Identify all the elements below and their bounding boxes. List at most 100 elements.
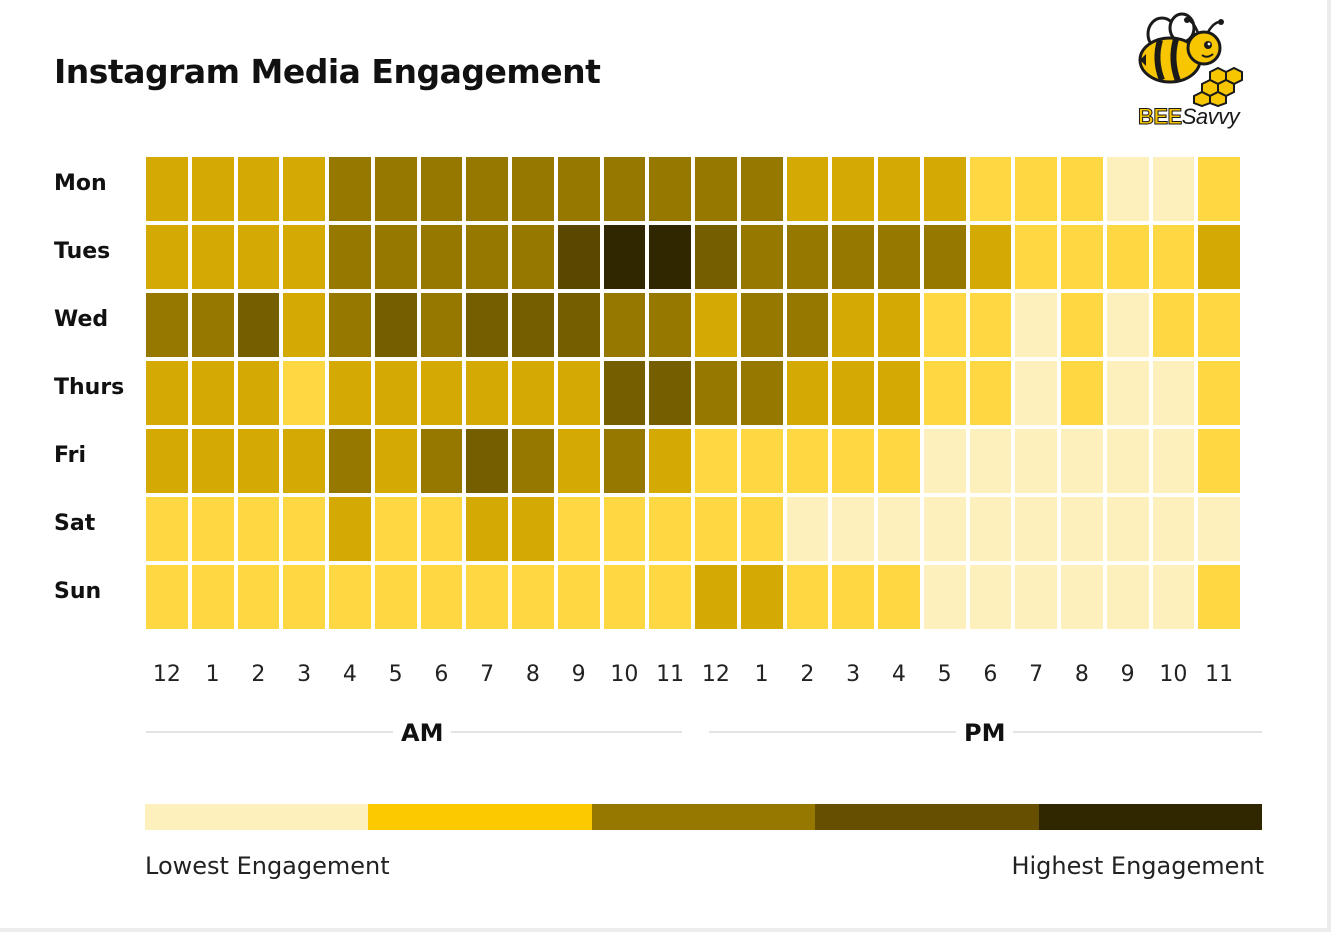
heatmap-cell — [237, 225, 280, 289]
heatmap-cell — [191, 225, 234, 289]
column-label: 11 — [1205, 662, 1234, 687]
heatmap-cell — [557, 157, 600, 221]
heatmap-cell — [557, 429, 600, 493]
heatmap-cell — [1061, 497, 1103, 561]
heatmap-cell — [374, 429, 417, 493]
heatmap-cell — [1152, 225, 1195, 289]
heatmap-cell — [237, 497, 280, 561]
heatmap-cell — [512, 565, 554, 629]
heatmap-cell — [146, 497, 188, 561]
heatmap-cell — [283, 225, 325, 289]
column-label: 6 — [434, 662, 449, 687]
heatmap-cell — [1198, 157, 1240, 221]
heatmap-cell — [1152, 497, 1195, 561]
heatmap-grid — [146, 157, 1240, 629]
heatmap-cell — [1106, 157, 1149, 221]
heatmap-cell — [557, 361, 600, 425]
heatmap-cell — [603, 565, 646, 629]
heatmap-cell — [695, 157, 737, 221]
heatmap-cell — [786, 497, 829, 561]
heatmap-cell — [329, 429, 371, 493]
legend-high-label: Highest Engagement — [1011, 852, 1264, 880]
column-label: 10 — [1159, 662, 1188, 687]
heatmap-cell — [329, 157, 371, 221]
row-label: Fri — [54, 443, 87, 468]
heatmap-cell — [878, 225, 920, 289]
row-label: Thurs — [54, 375, 125, 400]
heatmap-cell — [466, 497, 508, 561]
heatmap-cell — [1015, 157, 1057, 221]
heatmap-cell — [695, 565, 737, 629]
heatmap-cell — [1015, 293, 1057, 357]
heatmap-cell — [923, 429, 966, 493]
beesavvy-logo: BEESavvy — [1132, 12, 1244, 134]
heatmap-cell — [878, 293, 920, 357]
heatmap-cell — [146, 293, 188, 357]
heatmap-cell — [1198, 429, 1240, 493]
heatmap-cell — [237, 361, 280, 425]
heatmap-cell — [329, 293, 371, 357]
column-label: 9 — [1120, 662, 1135, 687]
heatmap-cell — [695, 293, 737, 357]
heatmap-cell — [649, 497, 691, 561]
heatmap-cell — [420, 565, 463, 629]
heatmap-cell — [878, 497, 920, 561]
heatmap-cell — [191, 157, 234, 221]
heatmap-cell — [603, 429, 646, 493]
heatmap-cell — [1061, 565, 1103, 629]
heatmap-cell — [923, 225, 966, 289]
heatmap-cell — [512, 429, 554, 493]
legend-swatch — [591, 804, 816, 830]
heatmap-cell — [1198, 293, 1240, 357]
heatmap-cell — [1061, 157, 1103, 221]
heatmap-cell — [786, 565, 829, 629]
heatmap-cell — [146, 565, 188, 629]
heatmap-cell — [786, 361, 829, 425]
heatmap-cell — [832, 565, 874, 629]
heatmap-cell — [923, 565, 966, 629]
heatmap-cell — [740, 361, 783, 425]
heatmap-cell — [1061, 429, 1103, 493]
heatmap-cell — [832, 157, 874, 221]
heatmap-cell — [649, 157, 691, 221]
heatmap-cell — [1015, 565, 1057, 629]
heatmap-cell — [969, 497, 1012, 561]
heatmap-cell — [878, 157, 920, 221]
heatmap-cell — [1015, 429, 1057, 493]
heatmap-cell — [603, 293, 646, 357]
heatmap-cell — [1106, 361, 1149, 425]
heatmap-cell — [969, 361, 1012, 425]
heatmap-cell — [146, 225, 188, 289]
heatmap-cell — [1106, 429, 1149, 493]
column-label: 12 — [701, 662, 730, 687]
heatmap-cell — [283, 157, 325, 221]
heatmap-cell — [512, 497, 554, 561]
heatmap-cell — [420, 157, 463, 221]
heatmap-cell — [1061, 361, 1103, 425]
heatmap-cell — [420, 361, 463, 425]
heatmap-cell — [740, 225, 783, 289]
pm-label: PM — [956, 718, 1014, 748]
heatmap-cell — [512, 293, 554, 357]
heatmap-cell — [557, 293, 600, 357]
heatmap-cell — [466, 225, 508, 289]
heatmap-cell — [832, 429, 874, 493]
bee-icon — [1138, 12, 1243, 107]
heatmap-cell — [603, 225, 646, 289]
column-label: 3 — [846, 662, 861, 687]
column-label: 4 — [891, 662, 906, 687]
heatmap-cell — [557, 225, 600, 289]
heatmap-cell — [1152, 293, 1195, 357]
heatmap-cell — [557, 497, 600, 561]
heatmap-cell — [420, 497, 463, 561]
column-label: 7 — [480, 662, 495, 687]
heatmap-cell — [969, 157, 1012, 221]
heatmap-cell — [1106, 293, 1149, 357]
heatmap-cell — [1106, 497, 1149, 561]
heatmap-cell — [283, 497, 325, 561]
heatmap-cell — [374, 293, 417, 357]
heatmap-cell — [832, 225, 874, 289]
heatmap-cell — [237, 565, 280, 629]
heatmap-cell — [649, 429, 691, 493]
heatmap-cell — [329, 225, 371, 289]
